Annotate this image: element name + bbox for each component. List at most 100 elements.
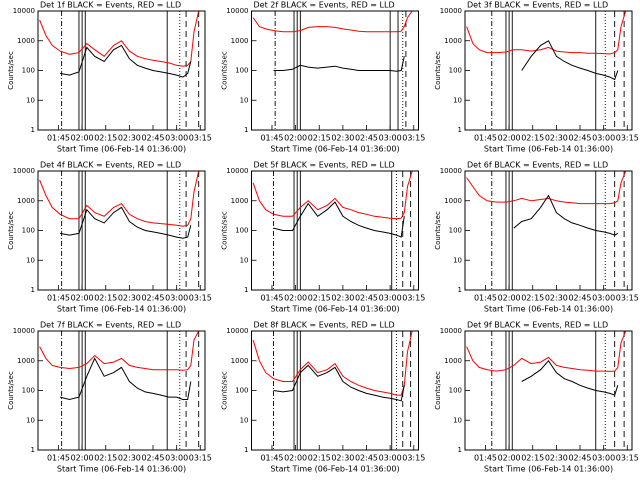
chart-title: Det 4f BLACK = Events, RED = LLD <box>40 161 181 170</box>
x-tick-label: 03:00 <box>592 454 615 463</box>
x-tick-label: 03:00 <box>379 294 402 303</box>
series-line <box>39 170 200 227</box>
y-tick-label: 100 <box>235 67 248 75</box>
x-axis-label: Start Time (06-Feb-14 01:36:00) <box>484 465 613 474</box>
x-tick-label: 02:45 <box>355 294 378 303</box>
y-tick-label: 10 <box>26 416 35 424</box>
x-tick-label: 03:15 <box>616 294 639 303</box>
x-tick-label: 01:45 <box>47 294 70 303</box>
x-tick-label: 02:30 <box>331 294 354 303</box>
x-tick-label: 02:00 <box>498 454 521 463</box>
y-axis-label: Counts/sec <box>434 371 442 410</box>
y-tick-label: 1000 <box>17 357 35 365</box>
chart-title: Det 2f BLACK = Events, RED = LLD <box>254 1 395 10</box>
series-line <box>39 330 200 371</box>
x-tick-label: 02:15 <box>94 454 117 463</box>
y-axis-label: Counts/sec <box>434 211 442 250</box>
x-tick-label: 02:00 <box>284 294 307 303</box>
x-tick-label: 03:00 <box>592 134 615 143</box>
x-tick-label: 02:15 <box>521 454 544 463</box>
x-tick-label: 03:00 <box>379 454 402 463</box>
y-tick-label: 10000 <box>226 327 248 335</box>
x-axis-label: Start Time (06-Feb-14 01:36:00) <box>57 145 186 154</box>
y-tick-label: 100 <box>235 387 248 395</box>
panel: Det 5f BLACK = Events, RED = LLD Counts/s… <box>221 161 426 314</box>
x-tick-label: 02:30 <box>545 294 568 303</box>
x-tick-label: 01:45 <box>474 134 497 143</box>
x-axis-label: Start Time (06-Feb-14 01:36:00) <box>270 145 399 154</box>
plot-frame <box>251 330 419 451</box>
x-tick-label: 03:00 <box>379 134 402 143</box>
x-tick-label: 02:30 <box>118 134 141 143</box>
series-line <box>59 357 192 401</box>
x-axis-label: Start Time (06-Feb-14 01:36:00) <box>270 305 399 314</box>
y-tick-label: 10 <box>240 256 249 264</box>
x-tick-label: 03:00 <box>165 134 188 143</box>
y-tick-label: 10 <box>240 96 249 104</box>
x-tick-label: 01:45 <box>260 454 283 463</box>
x-tick-label: 01:45 <box>474 454 497 463</box>
y-tick-label: 1000 <box>17 37 35 45</box>
x-tick-label: 02:00 <box>498 134 521 143</box>
series-line <box>39 10 200 67</box>
panel: Det 3f BLACK = Events, RED = LLD Counts/s… <box>434 1 639 154</box>
x-tick-label: 03:15 <box>402 294 425 303</box>
chart-title: Det 1f BLACK = Events, RED = LLD <box>40 1 181 10</box>
x-tick-label: 02:15 <box>94 294 117 303</box>
plot-frame <box>37 10 206 131</box>
y-tick-label: 100 <box>22 227 35 235</box>
x-axis-label: Start Time (06-Feb-14 01:36:00) <box>484 145 613 154</box>
chart-title: Det 3f BLACK = Events, RED = LLD <box>467 1 608 10</box>
series-line <box>60 206 192 239</box>
x-tick-label: 02:15 <box>521 134 544 143</box>
y-tick-label: 10000 <box>440 7 462 15</box>
plot-frame <box>251 10 419 131</box>
panel: Det 6f BLACK = Events, RED = LLD Counts/s… <box>434 161 639 314</box>
chart-title: Det 6f BLACK = Events, RED = LLD <box>467 161 608 170</box>
y-tick-label: 100 <box>449 67 462 75</box>
y-tick-label: 1 <box>244 446 248 454</box>
plot-frame <box>464 170 633 291</box>
y-tick-label: 1 <box>458 126 462 134</box>
x-tick-label: 02:45 <box>568 294 591 303</box>
x-tick-label: 03:15 <box>616 454 639 463</box>
y-tick-label: 1 <box>31 446 35 454</box>
x-tick-label: 01:45 <box>47 454 70 463</box>
x-tick-label: 03:15 <box>189 134 212 143</box>
x-tick-label: 02:30 <box>545 134 568 143</box>
x-axis-label: Start Time (06-Feb-14 01:36:00) <box>57 305 186 314</box>
x-tick-label: 01:45 <box>47 134 70 143</box>
panel: Det 1f BLACK = Events, RED = LLD Counts/s… <box>7 1 212 154</box>
y-tick-label: 10000 <box>440 327 462 335</box>
y-tick-label: 10 <box>26 96 35 104</box>
x-tick-label: 02:00 <box>498 294 521 303</box>
y-tick-label: 1000 <box>444 37 462 45</box>
y-tick-label: 10000 <box>13 7 35 15</box>
y-tick-label: 10 <box>26 256 35 264</box>
x-tick-label: 03:15 <box>189 454 212 463</box>
series-line <box>466 170 627 205</box>
x-tick-label: 02:15 <box>308 454 331 463</box>
x-tick-label: 02:45 <box>568 454 591 463</box>
y-axis-label: Counts/sec <box>434 51 442 90</box>
chart-title: Det 5f BLACK = Events, RED = LLD <box>254 161 395 170</box>
plot-frame <box>251 170 419 291</box>
x-tick-label: 01:45 <box>260 134 283 143</box>
x-tick-label: 02:30 <box>118 294 141 303</box>
y-tick-label: 10000 <box>13 327 35 335</box>
y-tick-label: 10 <box>453 256 462 264</box>
y-tick-label: 10000 <box>13 167 35 175</box>
y-tick-label: 100 <box>22 387 35 395</box>
y-axis-label: Counts/sec <box>7 211 15 250</box>
series-line <box>466 330 627 372</box>
y-tick-label: 1000 <box>231 197 249 205</box>
x-tick-label: 02:00 <box>71 134 94 143</box>
x-tick-label: 01:45 <box>260 294 283 303</box>
x-tick-label: 02:00 <box>71 294 94 303</box>
x-tick-label: 02:45 <box>355 134 378 143</box>
x-tick-label: 01:45 <box>474 294 497 303</box>
x-axis-label: Start Time (06-Feb-14 01:36:00) <box>484 305 613 314</box>
x-tick-label: 02:00 <box>284 134 307 143</box>
